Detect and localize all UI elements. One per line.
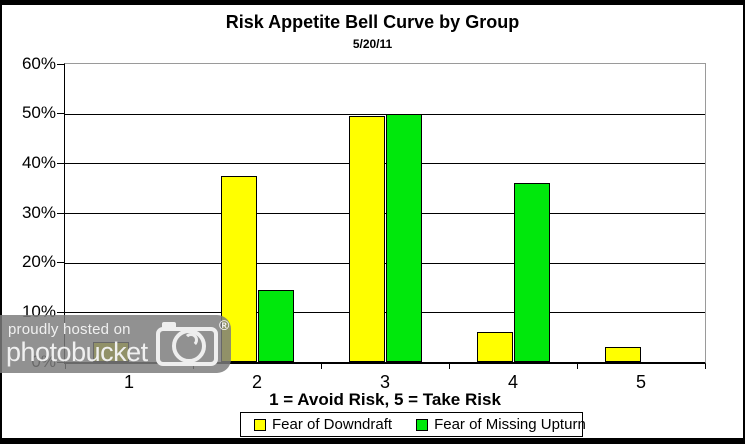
bar-fear-of-missing-upturn-2	[258, 290, 294, 362]
x-tick-4	[577, 364, 578, 369]
bottom-letterbox-bar	[0, 438, 745, 444]
x-axis-title: 1 = Avoid Risk, 5 = Take Risk	[269, 390, 501, 409]
gridline-20	[65, 263, 705, 264]
legend-item-fear-of-missing-upturn: Fear of Missing Upturn	[416, 416, 586, 433]
y-tick-label-60: 60%	[21, 54, 56, 73]
bar-fear-of-downdraft-2	[221, 176, 257, 362]
legend: Fear of Downdraft Fear of Missing Upturn	[240, 412, 586, 437]
bar-fear-of-missing-upturn-3	[386, 114, 422, 362]
left-frame-border	[0, 0, 2, 444]
x-category-label-1: 1	[123, 372, 134, 392]
x-tick-3	[449, 364, 450, 369]
y-tick-50	[57, 113, 64, 114]
registered-mark-icon: ®	[219, 317, 230, 333]
right-frame-border	[743, 0, 745, 444]
bar-fear-of-downdraft-3	[349, 116, 385, 362]
y-tick-label-40: 40%	[21, 153, 56, 172]
x-category-label-2: 2	[251, 372, 262, 392]
x-category-label-4: 4	[507, 372, 518, 392]
gridline-30	[65, 213, 705, 214]
gridline-40	[65, 163, 705, 164]
legend-swatch	[416, 418, 429, 431]
x-tick-2	[321, 364, 322, 369]
legend-label: Fear of Missing Upturn	[434, 416, 586, 433]
watermark-tagline: proudly hosted on	[8, 321, 131, 338]
y-tick-30	[57, 213, 64, 214]
photobucket-watermark: proudly hosted on photobucket ®	[0, 315, 231, 373]
y-tick-10	[57, 312, 64, 313]
chart-subtitle: 5/20/11	[352, 37, 393, 51]
legend-item-fear-of-downdraft: Fear of Downdraft	[254, 416, 392, 433]
y-tick-label-20: 20%	[21, 252, 56, 271]
camera-icon	[156, 322, 218, 366]
watermark-brand: photobucket	[6, 337, 148, 367]
y-tick-20	[57, 262, 64, 263]
y-tick-40	[57, 163, 64, 164]
bar-fear-of-missing-upturn-4	[514, 183, 550, 362]
bar-fear-of-downdraft-5	[605, 347, 641, 362]
chart-title: Risk Appetite Bell Curve by Group	[225, 12, 520, 32]
y-tick-60	[57, 64, 64, 65]
y-tick-label-30: 30%	[21, 203, 56, 222]
x-category-label-5: 5	[635, 372, 646, 392]
legend-swatch	[254, 418, 266, 431]
legend-label: Fear of Downdraft	[272, 416, 393, 433]
plot-area	[64, 63, 706, 364]
gridline-10	[65, 312, 705, 313]
top-letterbox-bar	[0, 0, 745, 5]
x-tick-5	[705, 364, 706, 369]
bar-fear-of-downdraft-4	[477, 332, 513, 362]
y-tick-label-50: 50%	[21, 103, 56, 122]
gridline-50	[65, 114, 705, 115]
x-category-label-3: 3	[379, 372, 390, 392]
